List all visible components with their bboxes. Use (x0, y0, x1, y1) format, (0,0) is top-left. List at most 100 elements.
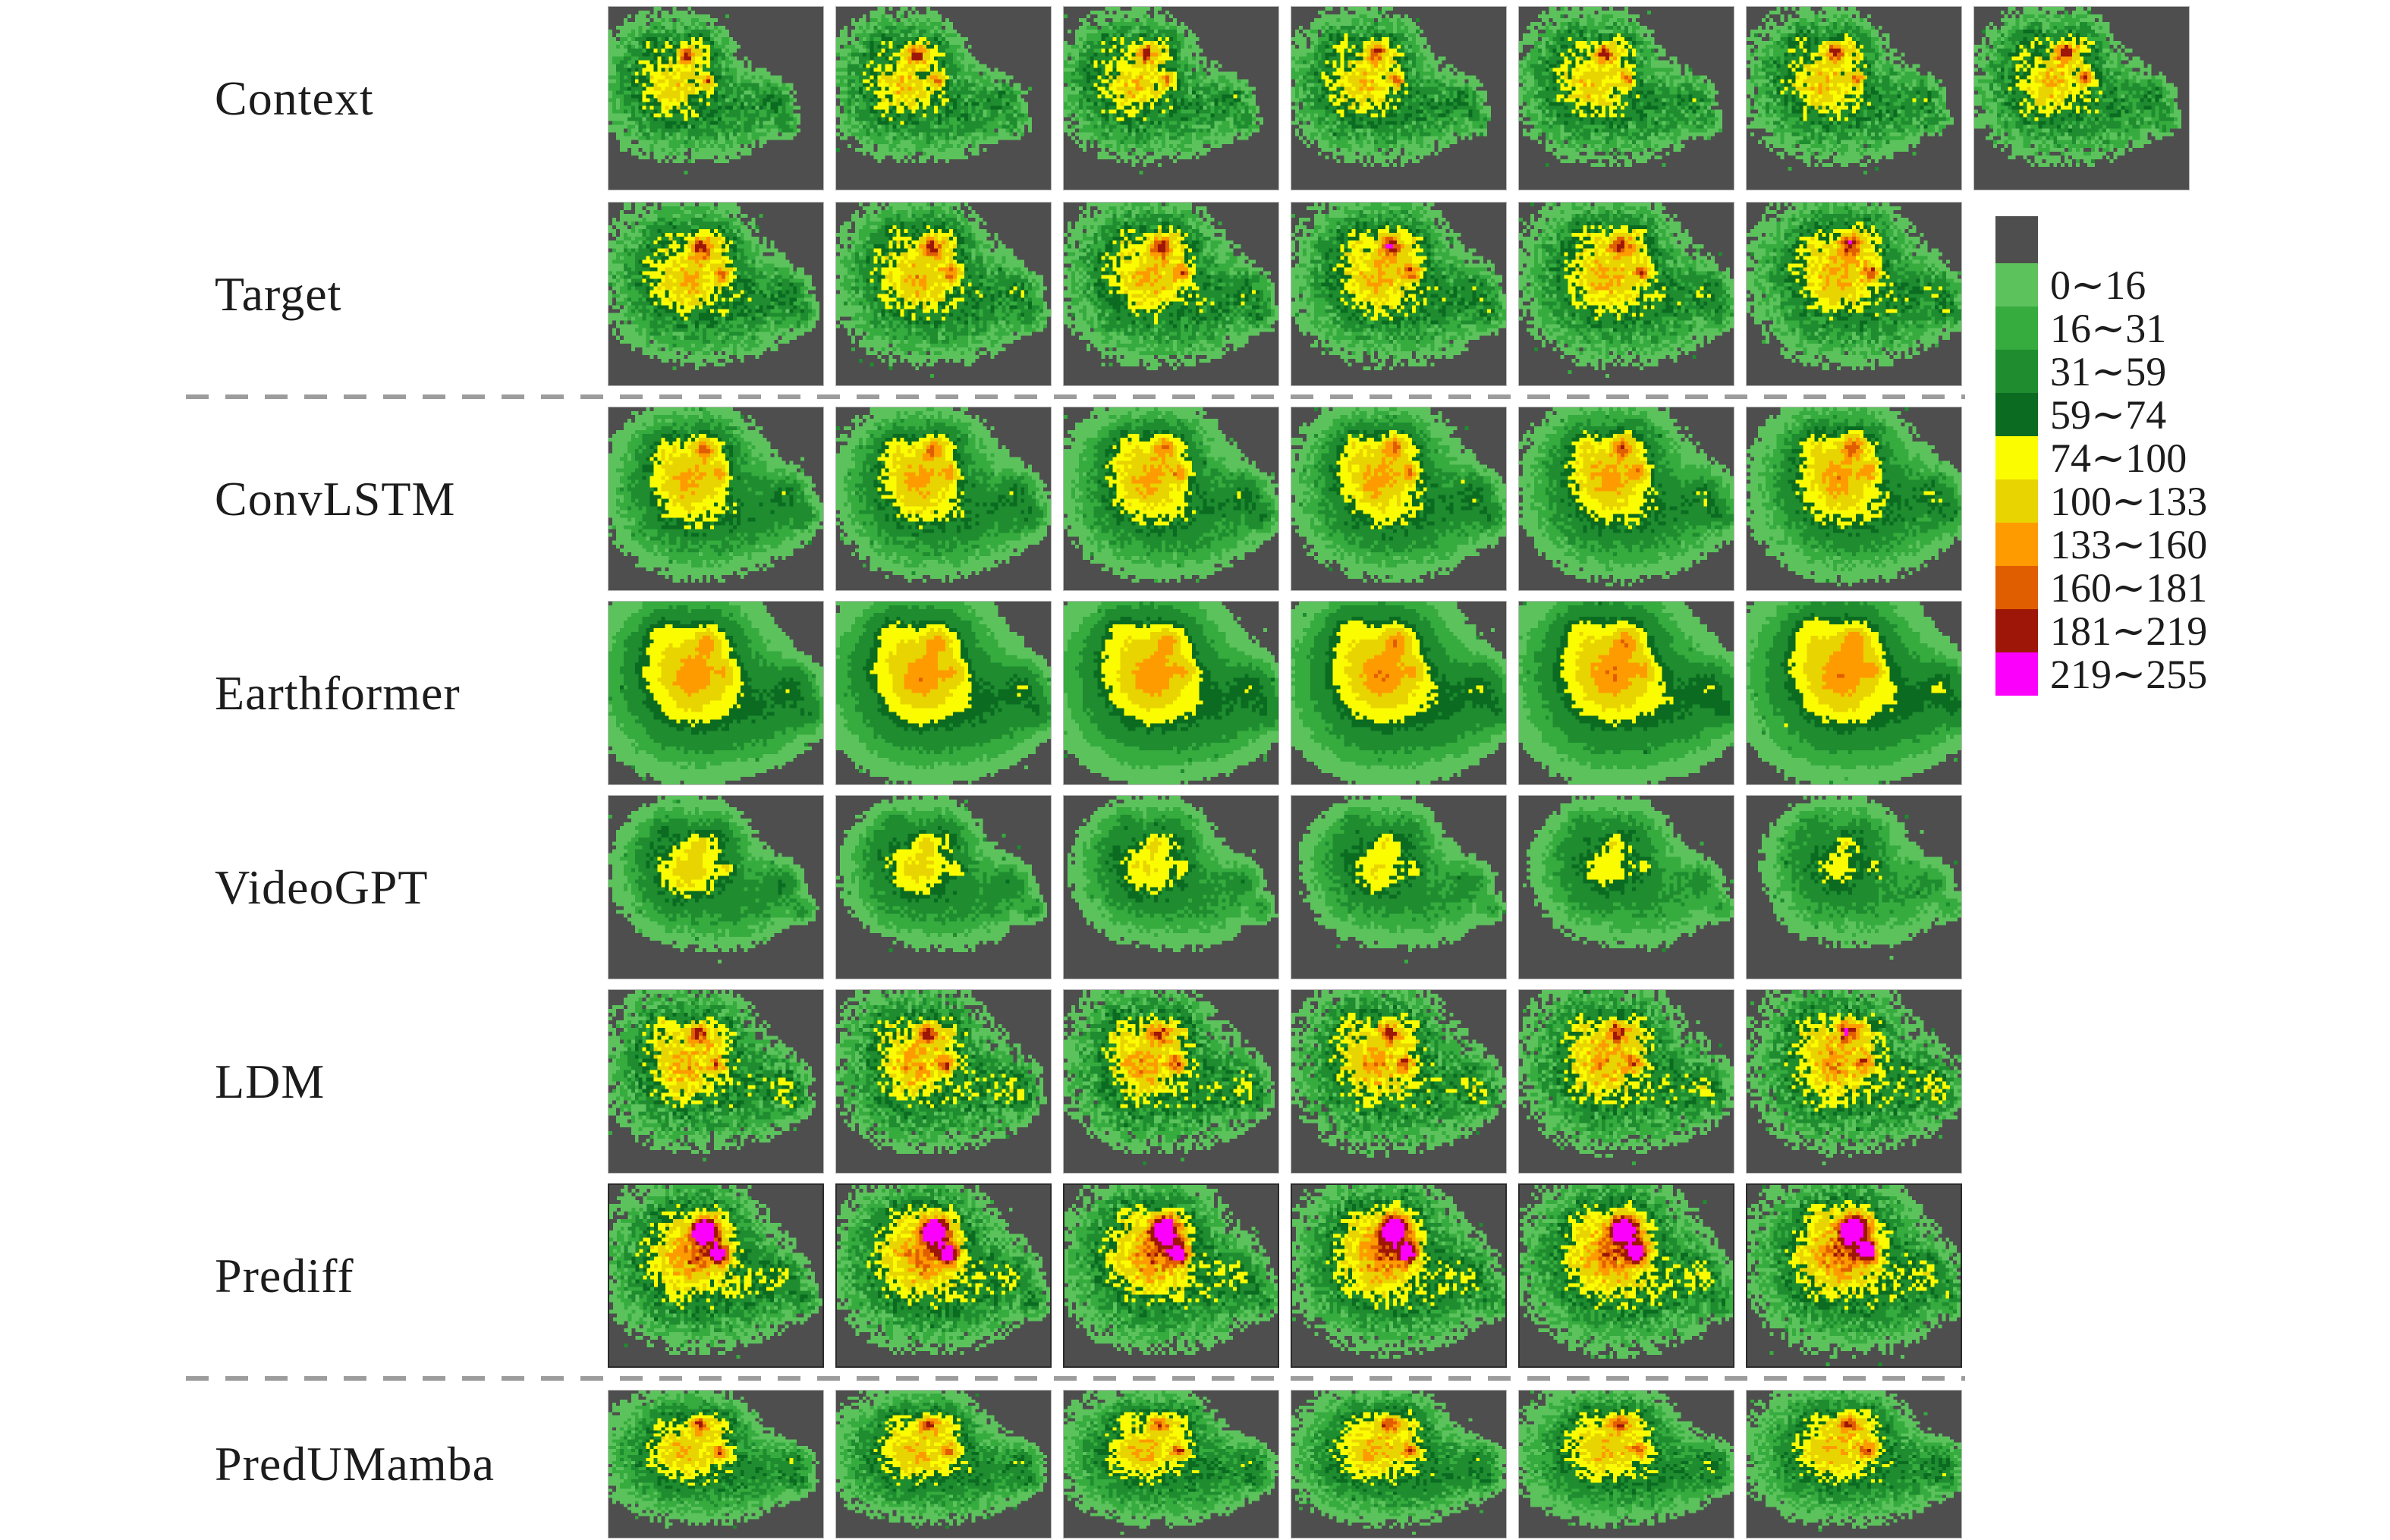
row-label-videogpt: VideoGPT (215, 860, 429, 914)
radar-frame-cell (608, 1183, 824, 1368)
legend-range-label: 74∼100 (2050, 435, 2187, 481)
radar-frame-cell (835, 795, 1052, 979)
radar-frame-cell (608, 601, 824, 785)
radar-frame-cell (1518, 1183, 1734, 1368)
row-convlstm: ConvLSTM (0, 407, 1962, 591)
radar-frame-canvas (1064, 1185, 1278, 1366)
radar-frame-canvas (836, 602, 1051, 784)
radar-frame-canvas (1064, 407, 1278, 590)
radar-frame-cell (835, 407, 1052, 591)
radar-frame-canvas (1291, 1391, 1506, 1538)
radar-frame-canvas (1747, 407, 1961, 590)
radar-frame-canvas (609, 203, 823, 385)
legend-entry: 59∼74 (1995, 393, 2207, 436)
radar-frame-canvas (836, 990, 1051, 1173)
radar-frame-cell (608, 6, 824, 190)
radar-frame-canvas (1747, 203, 1961, 385)
legend-range-label: 31∼59 (2050, 348, 2167, 394)
legend-entry: 74∼100 (1995, 436, 2207, 479)
frames-prediff (608, 1183, 1962, 1368)
radar-frame-cell (1063, 1183, 1279, 1368)
radar-frame-canvas (837, 1185, 1050, 1366)
radar-frame-canvas (1064, 1391, 1278, 1538)
radar-frame-canvas (1291, 796, 1506, 979)
row-label-ldm: LDM (215, 1054, 325, 1108)
legend-entry: 219∼255 (1995, 652, 2207, 696)
row-videogpt: VideoGPT (0, 795, 1962, 979)
legend-entry: 160∼181 (1995, 566, 2207, 609)
legend-swatch (1995, 436, 2038, 479)
radar-frame-canvas (836, 7, 1051, 190)
legend-swatch (1995, 393, 2038, 436)
radar-frame-cell (608, 202, 824, 386)
radar-frame-cell (1518, 601, 1734, 785)
radar-frame-canvas (1291, 602, 1506, 784)
legend-range-label: 0∼16 (2050, 262, 2146, 308)
radar-frame-cell (1291, 795, 1507, 979)
radar-frame-cell (1291, 601, 1507, 785)
radar-frame-canvas (1747, 1185, 1961, 1366)
legend-swatch (1995, 306, 2038, 350)
radar-frame-canvas (609, 1391, 823, 1538)
radar-frame-canvas (609, 796, 823, 979)
radar-frame-canvas (609, 602, 823, 784)
radar-frame-canvas (1064, 7, 1278, 190)
radar-frame-canvas (1519, 990, 1734, 1173)
radar-frame-canvas (1064, 203, 1278, 385)
radar-frame-cell (1746, 601, 1962, 785)
radar-frame-canvas (836, 1391, 1051, 1538)
row-label-earthformer: Earthformer (215, 665, 461, 720)
legend-swatch (1995, 609, 2038, 652)
radar-frame-cell (608, 1390, 824, 1538)
radar-frame-cell (1518, 989, 1734, 1174)
radar-frame-cell (835, 1390, 1052, 1538)
frames-ldm (608, 989, 1962, 1174)
legend-range-label: 100∼133 (2050, 478, 2208, 524)
radar-frame-canvas (836, 407, 1051, 590)
radar-frame-cell (1746, 202, 1962, 386)
row-label-convlstm: ConvLSTM (215, 471, 456, 526)
legend-entry: 0∼16 (1995, 263, 2207, 306)
row-label-prediff: Prediff (215, 1248, 354, 1303)
radar-frame-cell (1063, 795, 1279, 979)
legend-swatch (1995, 652, 2038, 696)
row-prediff: Prediff (0, 1183, 1962, 1368)
radar-frame-cell (608, 407, 824, 591)
legend-entry: 16∼31 (1995, 306, 2207, 350)
radar-frame-canvas (1291, 203, 1506, 385)
radar-frame-cell (1291, 1390, 1507, 1538)
legend-entries: 0∼16 16∼31 31∼59 59∼74 74∼100 100∼133 133∼160 1… (1995, 263, 2207, 696)
radar-frame-cell (1291, 202, 1507, 386)
radar-frame-canvas (1747, 1391, 1961, 1538)
frames-target (608, 202, 1962, 386)
legend-entry: 181∼219 (1995, 609, 2207, 652)
radar-frame-cell (1291, 989, 1507, 1174)
radar-frame-cell (1746, 989, 1962, 1174)
radar-frame-canvas (1974, 7, 2189, 190)
legend-entry: 133∼160 (1995, 523, 2207, 566)
legend-swatch (1995, 566, 2038, 609)
frames-context (608, 6, 2190, 190)
radar-frame-canvas (1064, 602, 1278, 784)
radar-frame-cell (1746, 795, 1962, 979)
radar-frame-canvas (1291, 7, 1506, 190)
row-target: Target (0, 202, 1962, 386)
dashed-separator-top (186, 394, 1965, 399)
radar-frame-canvas (609, 407, 823, 590)
radar-frame-cell (608, 989, 824, 1174)
radar-frame-cell (1063, 6, 1279, 190)
radar-frame-canvas (1292, 1185, 1505, 1366)
radar-frame-canvas (836, 796, 1051, 979)
radar-frame-cell (1063, 601, 1279, 785)
radar-frame-canvas (1519, 602, 1734, 784)
legend-swatch (1995, 523, 2038, 566)
legend-swatch (1995, 263, 2038, 306)
radar-frame-cell (1063, 202, 1279, 386)
radar-frame-canvas (1519, 203, 1734, 385)
radar-frame-canvas (1519, 407, 1734, 590)
colorbar-legend: 0∼16 16∼31 31∼59 59∼74 74∼100 100∼133 133∼160 1… (1995, 216, 2207, 696)
radar-frame-canvas (1064, 990, 1278, 1173)
radar-frame-cell (835, 202, 1052, 386)
legend-range-label: 59∼74 (2050, 391, 2167, 438)
